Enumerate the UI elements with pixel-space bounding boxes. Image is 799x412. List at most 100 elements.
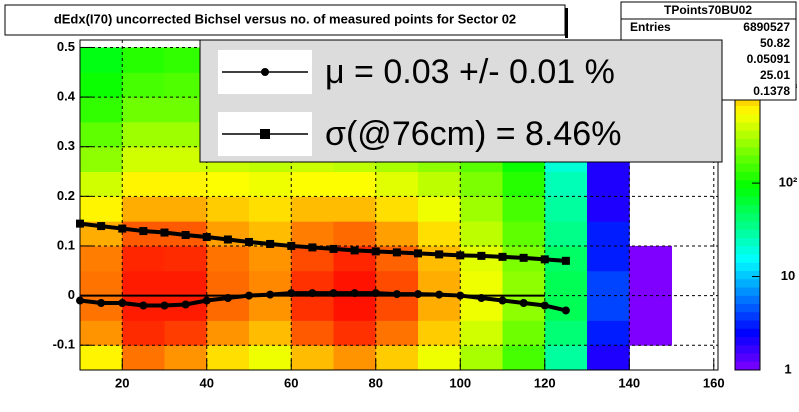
chart-title: dEdx(I70) uncorrected Bichsel versus no.… xyxy=(54,11,516,26)
square-marker xyxy=(456,251,465,260)
square-marker xyxy=(477,251,486,260)
circle-marker xyxy=(392,290,401,299)
circle-marker xyxy=(371,289,380,298)
square-marker xyxy=(139,227,148,236)
square-marker xyxy=(76,219,84,228)
palette-band xyxy=(735,262,760,272)
heatmap-cell xyxy=(80,97,123,123)
circle-marker xyxy=(350,289,359,298)
circle-marker xyxy=(266,290,275,299)
heatmap-cell xyxy=(375,171,419,197)
heatmap-cell xyxy=(249,320,292,346)
x-tick-label: 100 xyxy=(449,375,471,390)
square-marker xyxy=(308,243,317,252)
heatmap-cell xyxy=(375,196,419,222)
heatmap-cell xyxy=(333,345,377,371)
circle-marker xyxy=(97,299,106,308)
palette-band xyxy=(735,246,760,255)
square-marker xyxy=(260,129,270,139)
palette-band xyxy=(735,279,760,288)
palette-band xyxy=(735,254,760,264)
heatmap-cell xyxy=(291,345,335,371)
heatmap-cell xyxy=(502,196,546,222)
heatmap-cell xyxy=(333,320,377,346)
heatmap-cell xyxy=(587,196,630,222)
z-tick-label: 10² xyxy=(779,175,798,190)
heatmap-cell xyxy=(418,345,461,371)
heatmap-cell xyxy=(375,320,419,346)
heatmap-cell xyxy=(544,270,588,297)
x-tick-label: 20 xyxy=(115,375,129,390)
y-tick-label: -0.1 xyxy=(53,337,75,352)
square-marker xyxy=(350,246,359,255)
square-marker xyxy=(223,235,232,244)
y-tick-label: 0.5 xyxy=(57,39,75,54)
heatmap-cell xyxy=(122,245,166,272)
z-tick-label: 10 xyxy=(781,268,795,283)
heatmap-cell xyxy=(249,345,292,371)
circle-marker xyxy=(329,289,338,298)
heatmap-cell xyxy=(291,295,335,321)
stats-value: 25.01 xyxy=(760,68,790,82)
heatmap-cell xyxy=(249,196,292,222)
heatmap-cell xyxy=(206,171,250,197)
heatmap-cell xyxy=(249,245,292,272)
heatmap-cell xyxy=(164,245,208,272)
palette-band xyxy=(735,172,760,181)
heatmap-cell xyxy=(164,345,208,371)
palette-band xyxy=(735,106,760,115)
heatmap-cell xyxy=(164,270,208,297)
heatmap-cell xyxy=(418,295,461,321)
heatmap-cell xyxy=(587,270,630,297)
palette-band xyxy=(735,304,760,313)
overlay: dEdx(I70) uncorrected Bichsel versus no.… xyxy=(4,1,797,163)
heatmap-cell xyxy=(80,270,123,297)
heatmap-cell xyxy=(418,245,461,272)
heatmap-cell xyxy=(460,221,504,247)
heatmap-cell xyxy=(249,171,292,197)
circle-marker xyxy=(414,290,423,299)
heatmap-cell xyxy=(587,295,630,321)
x-tick-label: 60 xyxy=(284,375,298,390)
circle-marker xyxy=(561,306,570,315)
heatmap-cell xyxy=(206,345,250,371)
heatmap-cell xyxy=(80,146,123,173)
heatmap-cell xyxy=(122,171,166,197)
palette-band xyxy=(735,97,760,107)
circle-marker xyxy=(540,301,549,310)
heatmap-cell xyxy=(291,320,335,346)
palette-band xyxy=(735,130,760,140)
heatmap-cell xyxy=(206,196,250,222)
circle-marker xyxy=(308,289,317,298)
heatmap-cell xyxy=(80,47,123,73)
heatmap-cell xyxy=(502,320,546,346)
circle-marker xyxy=(477,294,486,303)
palette-band xyxy=(735,147,760,156)
z-tick-label: 1 xyxy=(784,361,791,376)
x-tick-label: 140 xyxy=(618,375,640,390)
square-marker xyxy=(371,247,380,256)
heatmap-cell xyxy=(375,295,419,321)
palette-band xyxy=(735,353,760,363)
heatmap-cell xyxy=(460,196,504,222)
heatmap-cell xyxy=(587,171,630,197)
heatmap-cell xyxy=(629,320,673,346)
circle-marker xyxy=(287,289,296,298)
stats-value: 6890527 xyxy=(743,20,790,34)
palette-band xyxy=(735,271,760,280)
palette-band xyxy=(735,320,760,330)
heatmap-cell xyxy=(502,270,546,297)
circle-marker xyxy=(76,296,84,305)
palette-band xyxy=(735,229,760,239)
heatmap-cell xyxy=(460,171,504,197)
heatmap-cell xyxy=(587,245,630,272)
palette-band xyxy=(735,122,760,132)
heatmap-cell xyxy=(418,196,461,222)
heatmap-cell xyxy=(418,320,461,346)
square-marker xyxy=(329,244,338,253)
title-shadow xyxy=(565,8,568,38)
circle-marker xyxy=(139,301,148,310)
palette-band xyxy=(735,163,760,173)
square-marker xyxy=(561,256,570,265)
circle-marker xyxy=(181,300,190,309)
